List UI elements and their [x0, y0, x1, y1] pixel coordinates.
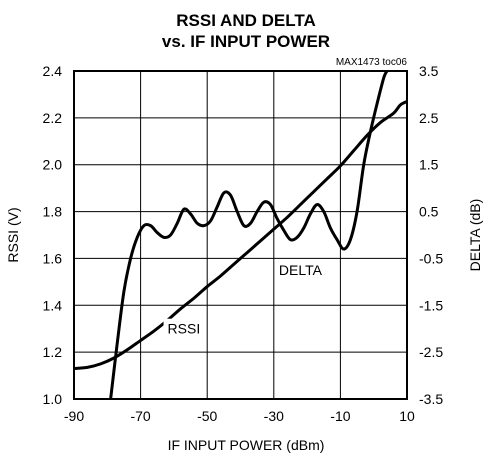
right-y-tick-label: 3.5 — [419, 63, 439, 79]
left-y-tick-label: 2.2 — [43, 110, 63, 126]
left-y-tick-label: 1.8 — [43, 204, 63, 220]
annotation-layer: DELTA RSSI — [163, 260, 327, 339]
annotation-background — [274, 260, 327, 281]
right-y-tick-label: -1.5 — [419, 297, 443, 313]
x-tick-labels: -90 -70 -50 -30 -10 10 — [64, 408, 415, 424]
x-tick-label: -30 — [264, 408, 284, 424]
annotation-background — [163, 318, 205, 339]
left-y-tick-labels: 1.0 1.2 1.4 1.6 1.8 2.0 2.2 2.4 — [43, 63, 63, 407]
right-y-tick-label: -2.5 — [419, 344, 443, 360]
right-y-tick-label: -0.5 — [419, 250, 443, 266]
chart-title-line1: RSSI AND DELTA — [176, 11, 315, 30]
x-tick-label: -10 — [330, 408, 350, 424]
right-y-tick-label: 0.5 — [419, 204, 439, 220]
x-tick-label: -90 — [64, 408, 84, 424]
x-axis-label: IF INPUT POWER (dBm) — [168, 437, 325, 453]
left-y-tick-label: 1.0 — [43, 391, 63, 407]
right-y-axis-label: DELTA (dB) — [467, 199, 483, 272]
left-y-tick-label: 1.2 — [43, 344, 63, 360]
right-y-tick-labels: -3.5 -2.5 -1.5 -0.5 0.5 1.5 2.5 3.5 — [419, 63, 443, 407]
left-y-tick-label: 2.4 — [43, 63, 63, 79]
annotation-rssi: RSSI — [168, 321, 201, 337]
part-number-note: MAX1473 toc06 — [336, 57, 408, 68]
left-y-tick-label: 2.0 — [43, 157, 63, 173]
chart-title-line2: vs. IF INPUT POWER — [162, 32, 330, 51]
plot-frame — [73, 70, 408, 400]
x-tick-label: -50 — [197, 408, 217, 424]
series-layer — [74, 71, 407, 399]
series-line-delta — [109, 71, 389, 399]
left-y-tick-label: 1.4 — [43, 297, 63, 313]
right-y-tick-label: -3.5 — [419, 391, 443, 407]
left-y-axis-label: RSSI (V) — [5, 207, 21, 262]
annotation-delta: DELTA — [279, 262, 323, 278]
right-y-tick-label: 2.5 — [419, 110, 439, 126]
x-tick-label: 10 — [399, 408, 415, 424]
series-line-rssi — [74, 99, 407, 371]
x-tick-label: -70 — [130, 408, 150, 424]
grid-lines — [73, 70, 408, 400]
right-y-tick-label: 1.5 — [419, 157, 439, 173]
left-y-tick-label: 1.6 — [43, 250, 63, 266]
